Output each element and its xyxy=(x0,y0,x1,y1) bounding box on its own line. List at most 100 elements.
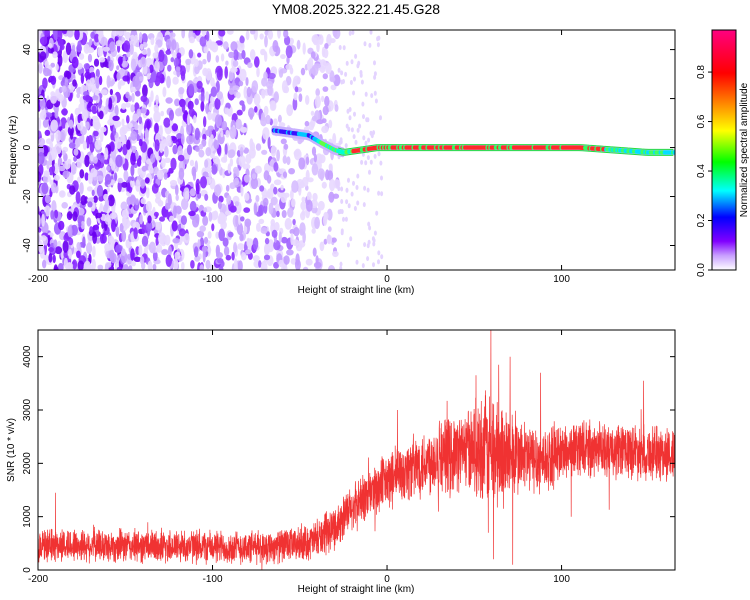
spectrogram-cell xyxy=(94,33,100,43)
spectrogram-cell xyxy=(65,42,72,56)
spectrogram-cell xyxy=(167,64,172,72)
spectrogram-cell xyxy=(61,202,68,209)
snr-y-tick-label: 3000 xyxy=(22,398,33,421)
spectrogram-cell xyxy=(98,195,104,202)
spectrogram-cell xyxy=(238,80,244,87)
spectrogram-cell xyxy=(321,95,325,103)
spectrogram-cell xyxy=(214,114,222,127)
spectrogram-cell xyxy=(91,105,97,114)
spectrogram-cell xyxy=(84,71,92,79)
spectrogram-cell xyxy=(95,76,100,89)
snr-frame xyxy=(37,329,676,571)
spectrogram-cell xyxy=(138,124,142,137)
spectrogram-cell xyxy=(103,193,109,201)
spectrogram-cell xyxy=(293,92,298,101)
spectrogram-cell xyxy=(349,236,353,242)
spectrogram-cell xyxy=(188,36,195,44)
spectrogram-cell xyxy=(218,228,225,242)
spectrogram-cell xyxy=(236,222,244,235)
colorbar-ticks: 0.0 0.2 0.4 0.6 0.8 xyxy=(696,65,712,277)
spectrogram-cell xyxy=(130,58,137,71)
spectrogram-cell xyxy=(50,182,57,194)
spectrogram-cell xyxy=(52,51,58,59)
spectrogram-cell xyxy=(154,139,160,152)
spectrogram-cell xyxy=(54,209,59,219)
spectrogram-cell xyxy=(97,264,104,270)
spectrogram-cell xyxy=(154,122,159,134)
spectrogram-cell xyxy=(39,36,48,46)
spectrogram-cell xyxy=(205,167,212,173)
spectrogram-cell xyxy=(158,49,165,63)
spectrogram-cell xyxy=(194,98,199,106)
spectrogram-cell xyxy=(328,191,335,203)
spectrogram-cell xyxy=(322,86,329,92)
spectrogram-cell xyxy=(222,168,226,179)
spectrogram-cell xyxy=(181,261,185,270)
spectrogram-cell xyxy=(202,171,209,178)
spectrogram-cell xyxy=(196,230,205,238)
spectrogram-cell xyxy=(136,158,142,167)
spectrogram-cell xyxy=(87,201,93,208)
spectrogram-cell xyxy=(266,188,274,200)
spectrogram-cell xyxy=(302,42,306,55)
spectrogram-cell xyxy=(329,178,336,192)
spectrogram-cell xyxy=(315,88,321,97)
spectrogram-cell xyxy=(229,182,236,190)
spectrogram-cell xyxy=(299,222,306,235)
spectrogram-cell xyxy=(371,236,375,242)
spectrogram-cell xyxy=(374,98,378,104)
spectrogram-cell xyxy=(140,56,147,68)
spectrogram-cell xyxy=(176,133,183,139)
spectrogram-cell xyxy=(44,30,51,37)
spectrogram-cell xyxy=(220,156,228,163)
spectrogram-cell xyxy=(178,87,185,95)
spectrogram-cell xyxy=(86,197,95,203)
spectrogram-cell xyxy=(77,114,81,124)
spectrogram-cell xyxy=(44,112,53,118)
spectrogram-cell xyxy=(224,66,228,79)
spectrogram-cell xyxy=(195,182,200,195)
spectrogram-cell xyxy=(165,38,172,50)
spectrogram-cell xyxy=(363,41,367,47)
spectrogram-cell xyxy=(171,123,178,132)
spectrogram-cell xyxy=(375,210,379,216)
signal-cell xyxy=(672,150,675,155)
spectrogram-cell xyxy=(344,143,348,149)
spectrogram-cell xyxy=(136,108,142,117)
spectrogram-cell xyxy=(121,248,126,256)
spectrogram-cell xyxy=(125,91,130,99)
spectrogram-cell xyxy=(115,40,123,47)
spectrogram-cell xyxy=(245,77,249,86)
spectrogram-cell xyxy=(54,246,63,255)
spectrogram-cell xyxy=(181,133,185,145)
spectrogram-cell xyxy=(145,57,153,67)
spectrogram-y-tick-label: -40 xyxy=(22,238,33,253)
spectrogram-cell xyxy=(228,88,235,95)
spectrogram-cell xyxy=(312,37,318,43)
spectrogram-cell xyxy=(216,91,223,100)
spectrogram-cell xyxy=(372,130,376,136)
signal-edge-bottom xyxy=(338,150,674,156)
spectrogram-x-label: Height of straight line (km) xyxy=(298,285,415,296)
spectrogram-cell xyxy=(272,40,279,52)
spectrogram-cell xyxy=(192,169,197,181)
spectrogram-cell xyxy=(111,219,116,233)
spectrogram-cell xyxy=(188,49,194,59)
spectrogram-cell xyxy=(149,64,154,74)
spectrogram-cell xyxy=(237,260,243,270)
spectrogram-cell xyxy=(225,102,231,110)
spectrogram-cell xyxy=(311,146,317,156)
spectrogram-cell xyxy=(175,194,179,201)
spectrogram-cell xyxy=(189,159,195,167)
spectrogram-cell xyxy=(121,103,127,110)
spectrogram-cell xyxy=(368,169,371,175)
spectrogram-cell xyxy=(208,211,213,222)
spectrogram-cell xyxy=(337,67,341,73)
spectrogram-cell xyxy=(264,242,270,256)
spectrogram-cell xyxy=(51,200,57,214)
spectrogram-cell xyxy=(311,115,317,122)
spectrogram-cell xyxy=(305,95,310,105)
spectrogram-y-tick-label: 40 xyxy=(22,44,33,56)
spectrogram-cell xyxy=(295,242,303,252)
spectrogram-cell xyxy=(146,187,150,194)
